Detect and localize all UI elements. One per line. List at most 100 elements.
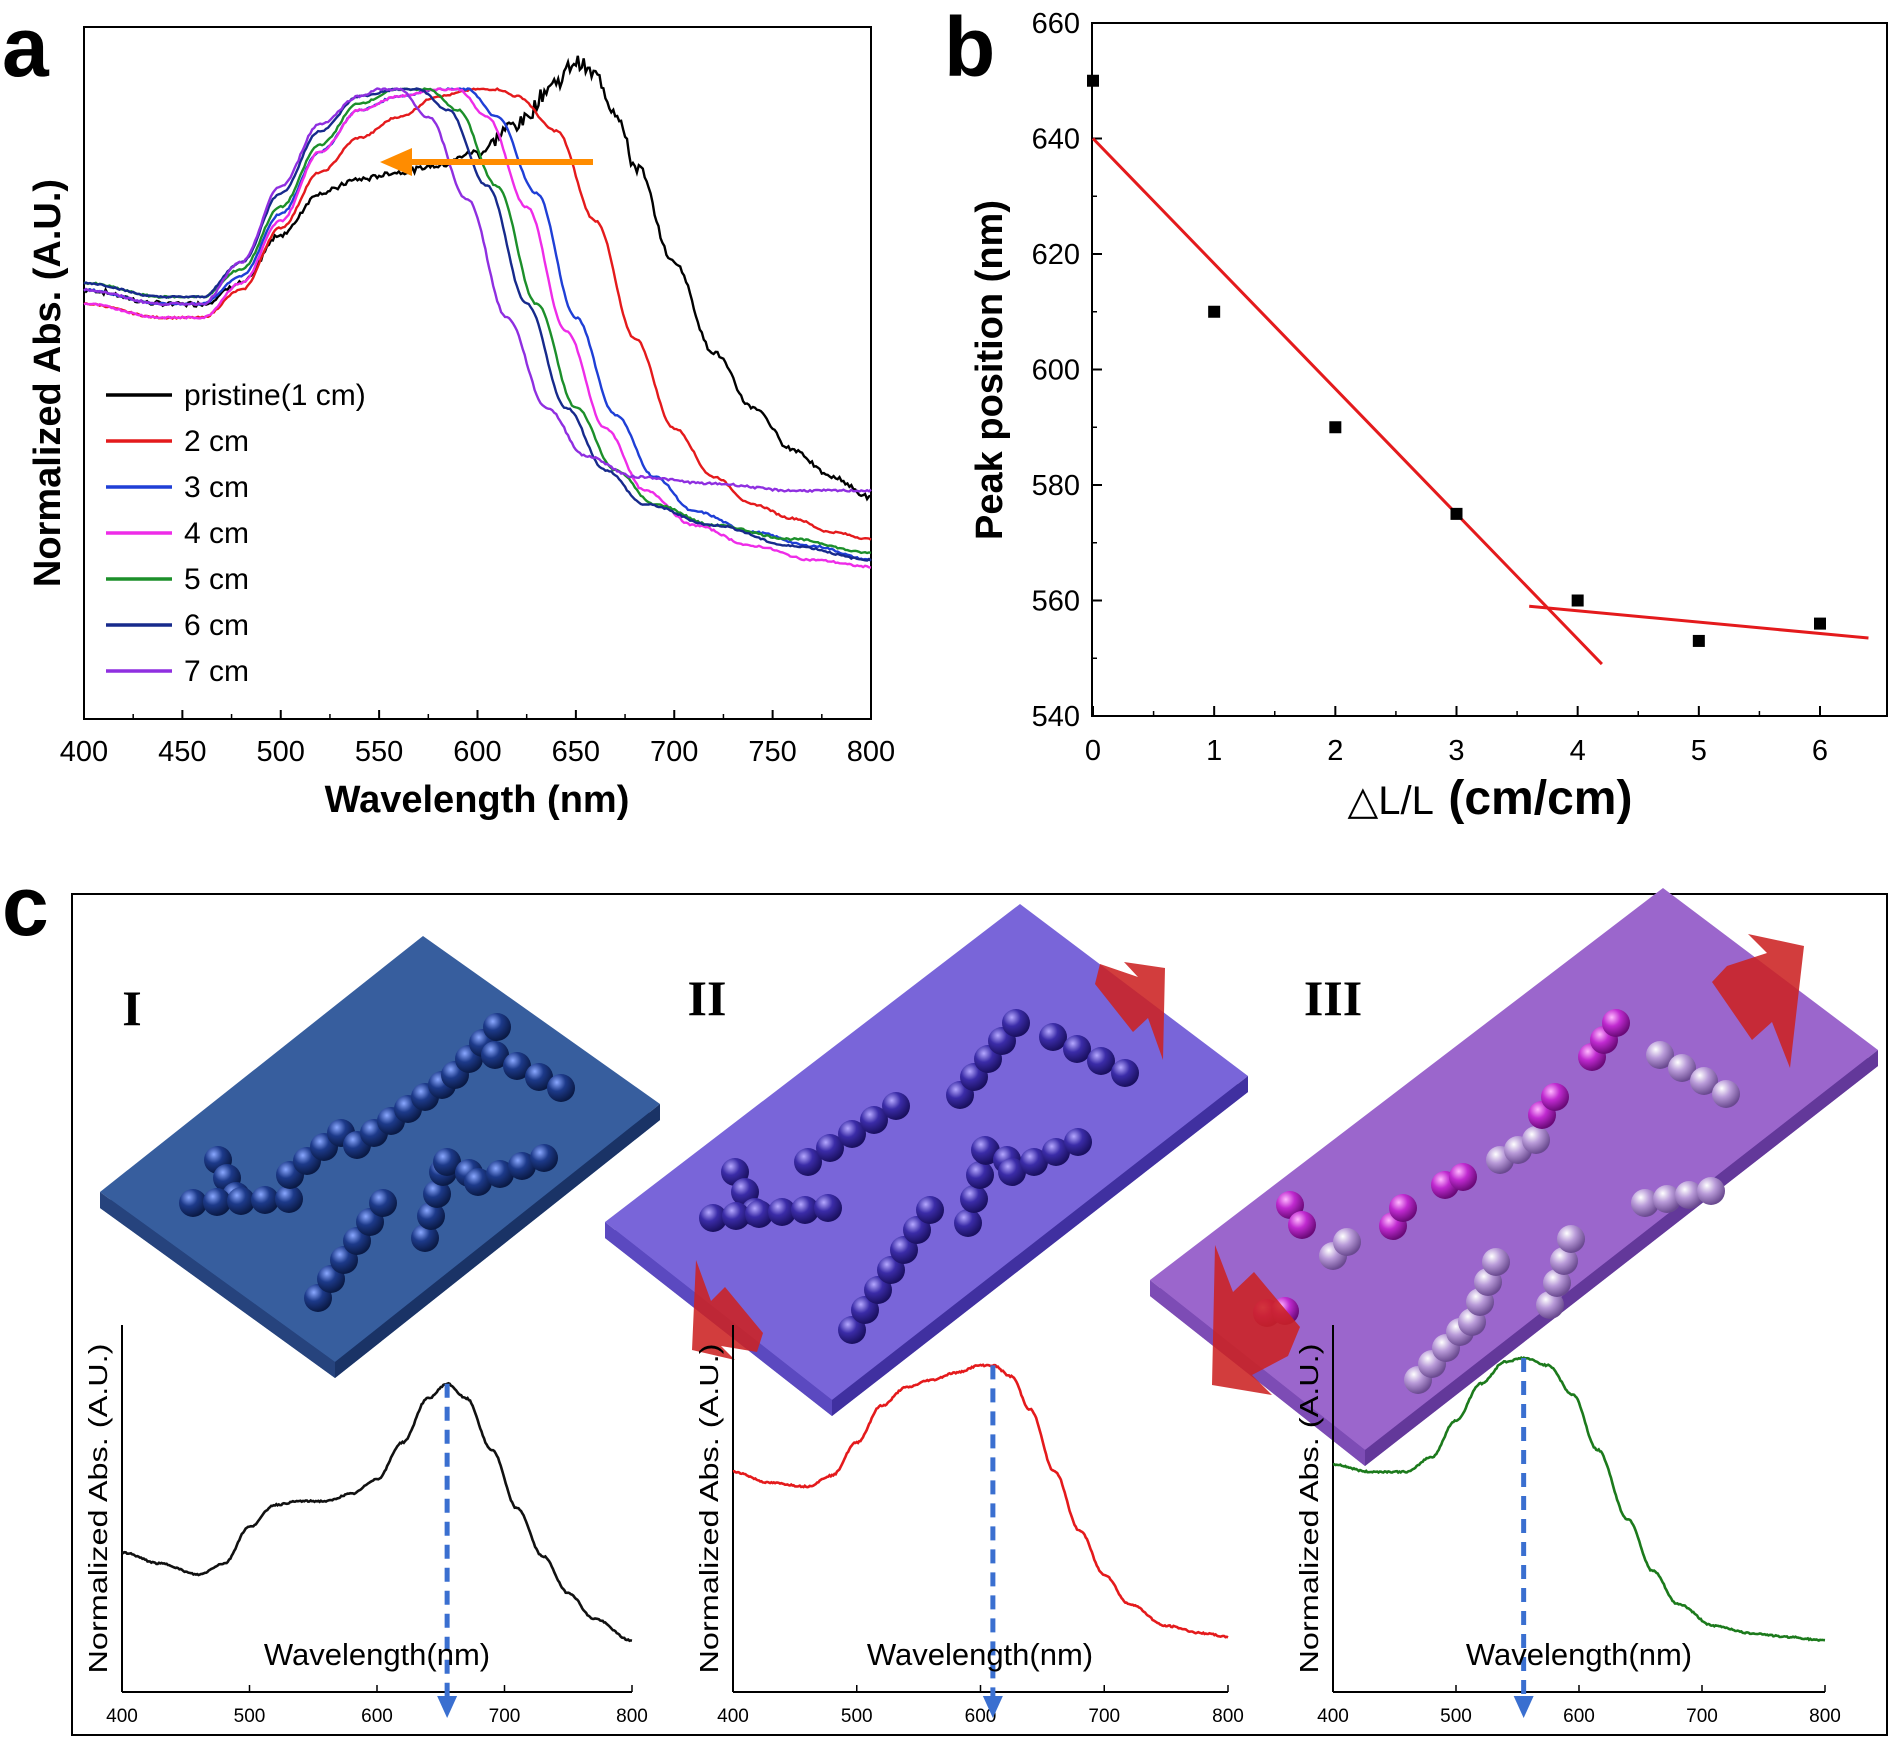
panel-b-data-point xyxy=(1329,421,1342,434)
nanoparticle xyxy=(251,1186,279,1214)
inset-series-line xyxy=(121,1381,633,1643)
nanoparticle xyxy=(1541,1083,1569,1111)
panel-b-y-tick-label: 600 xyxy=(1032,355,1080,387)
nanoparticle xyxy=(791,1196,819,1224)
nanoparticle xyxy=(1690,1067,1718,1095)
panel-b-x-tick-label: 1 xyxy=(1206,735,1222,767)
panel-a-legend-label: 4 cm xyxy=(184,517,249,550)
panel-a-x-tick-label: 500 xyxy=(257,736,305,768)
panel-a-x-tick-label: 600 xyxy=(453,736,501,768)
inset-x-tick-label: 700 xyxy=(489,1706,521,1727)
panel-a-legend-label: pristine(1 cm) xyxy=(184,379,366,412)
panel-b-data-point xyxy=(1087,74,1099,87)
inset-y-axis-title: Normalized Abs. (A.U.) xyxy=(83,1344,113,1674)
inset-x-axis-title: Wavelength(nm) xyxy=(867,1637,1093,1672)
nanoparticle xyxy=(1675,1181,1703,1209)
stage-label-III: III xyxy=(1304,970,1362,1026)
inset-y-axis-title: Normalized Abs. (A.U.) xyxy=(694,1344,724,1674)
nanoparticle xyxy=(1557,1225,1585,1253)
panel-c-frame xyxy=(71,893,1888,1736)
nanoparticle xyxy=(722,1202,750,1230)
nanoparticle xyxy=(508,1152,536,1180)
nanoparticle xyxy=(275,1185,303,1213)
nanoparticle xyxy=(1087,1047,1115,1075)
panel-b-x-axis-units: (cm/cm) xyxy=(1448,772,1632,825)
panel-b-y-tick-label: 540 xyxy=(1032,701,1080,733)
inset-x-tick-label: 700 xyxy=(1686,1706,1718,1727)
inset-chart-III: 400 500 600 700 800 Wavelength(nm) Normalized … xyxy=(1294,1325,1841,1727)
panel-a-x-axis-title: Wavelength (nm) xyxy=(325,779,630,821)
inset-y-axis-title: Normalized Abs. (A.U.) xyxy=(1294,1344,1324,1674)
nanoparticle xyxy=(1039,1023,1067,1051)
nanoparticle xyxy=(1712,1080,1740,1108)
panel-b-x-tick-label: 2 xyxy=(1327,735,1343,767)
nanoparticle xyxy=(411,1224,439,1252)
stage-label-I: I xyxy=(122,980,141,1036)
panel-b-data-point xyxy=(1692,634,1705,647)
nanoparticle xyxy=(745,1200,773,1228)
inset-x-tick-label: 600 xyxy=(361,1706,393,1727)
nanoparticle xyxy=(1288,1211,1316,1239)
panel-b-y-tick-label: 660 xyxy=(1032,8,1080,40)
panel-b-y-tick-label: 580 xyxy=(1032,470,1080,502)
panel-b-axis-ticks: 0 1 2 3 4 5 6 540 560 580 600 620 640 660 xyxy=(1032,8,1828,767)
nanoparticle xyxy=(838,1316,866,1344)
panel-b-fit-line xyxy=(1529,604,1869,640)
nanoparticle xyxy=(1482,1248,1510,1276)
nanoparticle xyxy=(794,1148,822,1176)
panel-b-x-axis-title: △L/L (cm/cm) xyxy=(1348,772,1633,825)
panel-b-data-point xyxy=(1814,617,1826,630)
nanoparticle xyxy=(525,1063,553,1091)
inset-peak-marker-arrowhead xyxy=(437,1696,458,1718)
panel-b-x-tick-label: 4 xyxy=(1570,735,1586,767)
inset-series-line xyxy=(1332,1356,1826,1642)
nanoparticle xyxy=(1449,1163,1477,1191)
nanoparticle xyxy=(971,1136,999,1164)
panel-a-series-lines xyxy=(83,55,872,569)
panel-b-x-tick-label: 3 xyxy=(1448,735,1464,767)
panel-a-legend-label: 7 cm xyxy=(184,655,249,688)
stretch-arrow-III-top xyxy=(1712,934,1804,1068)
panel-a-blue-shift-arrow xyxy=(380,148,593,176)
plate-I xyxy=(100,936,660,1378)
nanoparticle xyxy=(877,1256,905,1284)
panel-b-x-tick-label: 6 xyxy=(1812,735,1828,767)
panel-b-y-tick-label: 560 xyxy=(1032,586,1080,618)
panel-a-y-axis-title: Normalized Abs. (A.U.) xyxy=(27,179,69,587)
panel-b-data-point xyxy=(1450,507,1463,520)
panel-a-x-tick-label: 750 xyxy=(748,736,796,768)
nanoparticle xyxy=(1653,1185,1681,1213)
panel-b-y-axis-title: Peak position (nm) xyxy=(969,200,1011,540)
nanoparticle xyxy=(890,1236,918,1264)
panel-a-series-line xyxy=(83,55,872,502)
panel-b-data-point xyxy=(1571,594,1584,607)
nanoparticle xyxy=(464,1168,492,1196)
nanoparticle xyxy=(179,1189,207,1217)
panel-b-fit-lines xyxy=(1091,137,1869,666)
panel-a-x-tick-label: 800 xyxy=(847,736,895,768)
nanoparticle xyxy=(699,1204,727,1232)
panel-b-y-tick-label: 640 xyxy=(1032,124,1080,156)
stretch-arrows xyxy=(692,934,1804,1395)
nanoparticle xyxy=(1631,1189,1659,1217)
nanoparticle xyxy=(1522,1126,1550,1154)
inset-x-tick-label: 700 xyxy=(1088,1706,1120,1727)
inset-x-tick-label: 500 xyxy=(234,1706,266,1727)
nanoparticle xyxy=(530,1144,558,1172)
nanoparticle xyxy=(1646,1041,1674,1069)
panel-a-x-tick-label: 550 xyxy=(355,736,403,768)
nanoparticle xyxy=(369,1189,397,1217)
nanoparticle xyxy=(966,1161,994,1189)
nanoparticle xyxy=(417,1202,445,1230)
panel-b-peak-position-chart: 0 1 2 3 4 5 6 540 560 580 600 620 640 660 Peak positi… xyxy=(969,8,1888,825)
stretch-arrow-II-top xyxy=(1095,962,1165,1060)
nanoparticle xyxy=(903,1216,931,1244)
nanoparticle xyxy=(860,1106,888,1134)
nanoparticle xyxy=(547,1074,575,1102)
panel-a-legend-label: 6 cm xyxy=(184,609,249,642)
panel-a-legend-label: 3 cm xyxy=(184,471,249,504)
panel-a-legend: pristine(1 cm) 2 cm 3 cm 4 cm 5 cm 6 cm 7 cm xyxy=(106,379,366,688)
panel-a-series-line xyxy=(83,87,872,494)
inset-x-tick-label: 400 xyxy=(717,1706,749,1727)
